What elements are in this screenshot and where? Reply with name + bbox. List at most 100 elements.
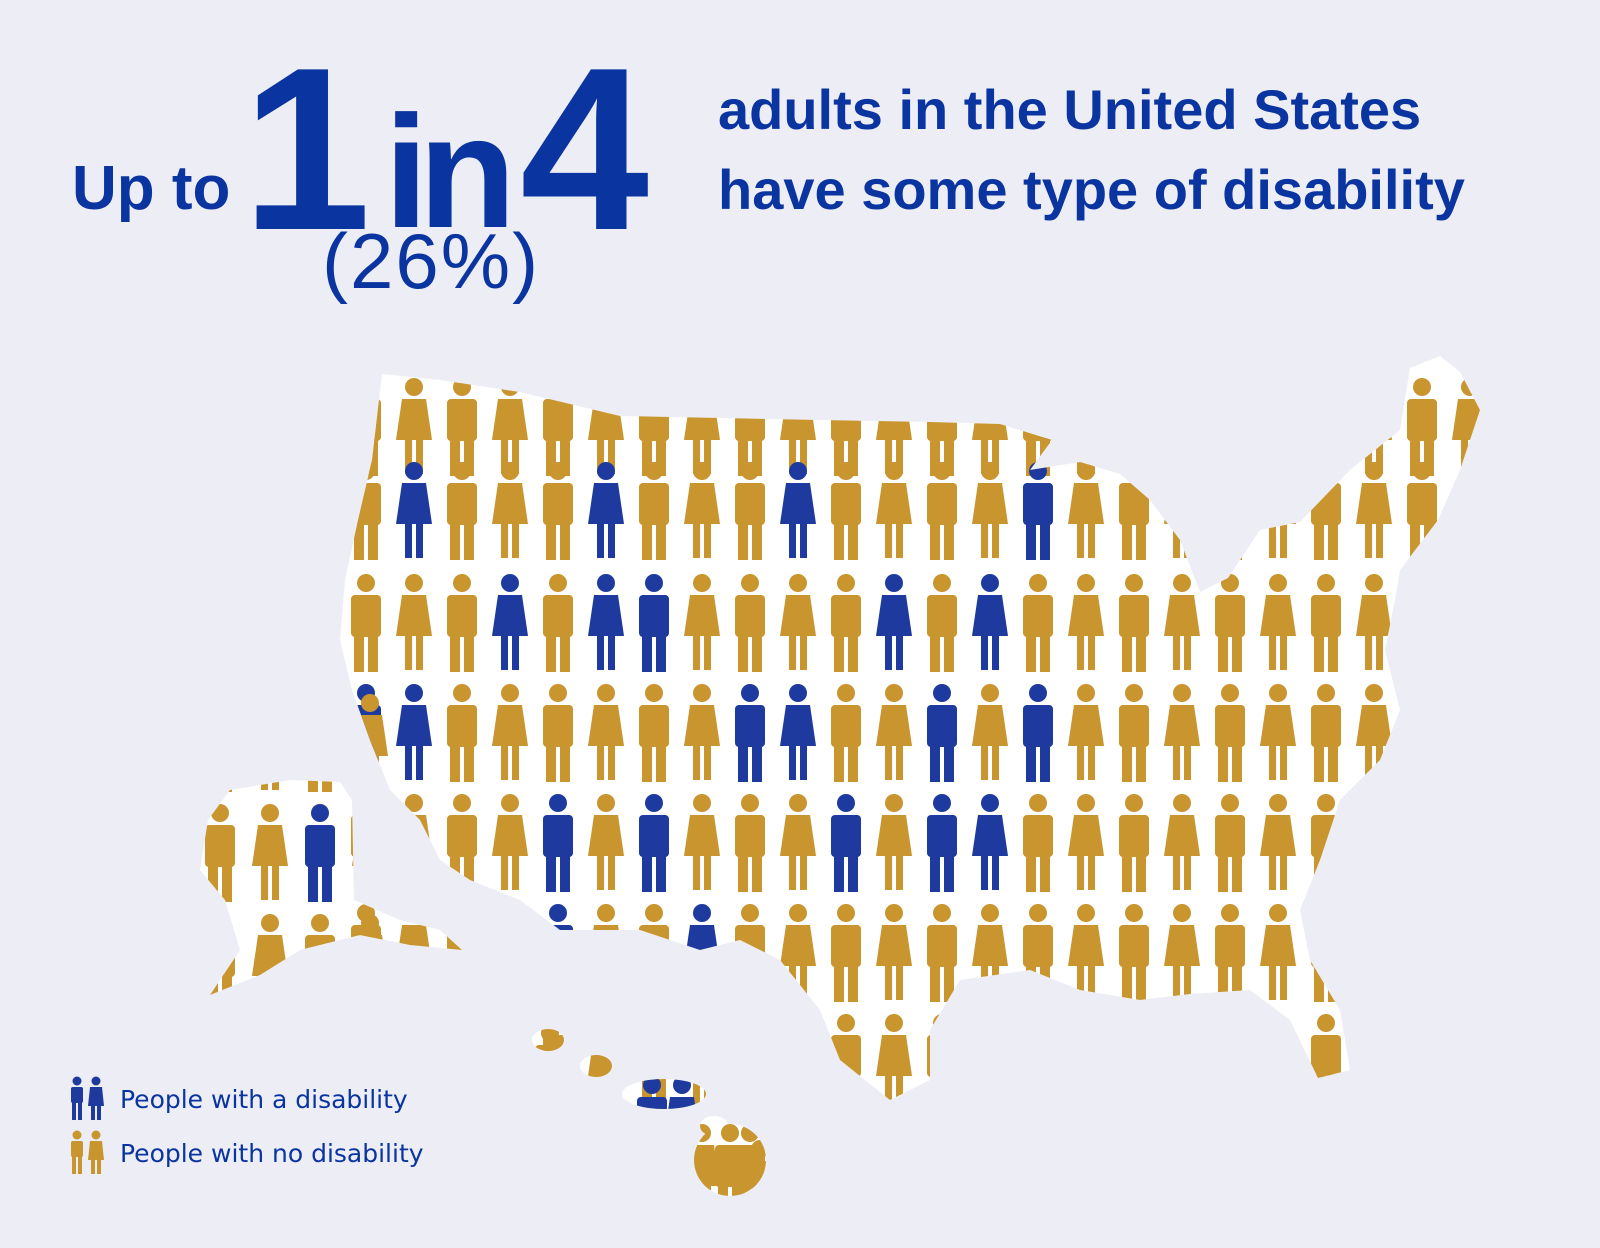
person-figure-gold — [715, 1124, 745, 1196]
person-figure-gold — [447, 574, 477, 672]
headline-numerator: 1 — [242, 20, 371, 279]
person-figure-gold — [1068, 574, 1104, 670]
person-figure-gold — [639, 684, 669, 782]
legend-item-disability: People with a disability — [68, 1076, 408, 1122]
person-figure-gold — [876, 904, 912, 1000]
person-figure-gold — [1068, 794, 1104, 890]
person-figure-blue — [972, 574, 1008, 670]
person-figure-gold — [1023, 794, 1053, 892]
person-figure-gold — [972, 462, 1008, 558]
person-figure-gold — [352, 804, 388, 900]
person-figure-gold — [1311, 684, 1341, 782]
legend-label-no-disability: People with no disability — [120, 1138, 424, 1168]
person-figure-gold — [1119, 378, 1149, 476]
person-figure-gold — [588, 1124, 624, 1196]
person-figure-gold — [1407, 1124, 1437, 1196]
person-figure-gold — [252, 804, 288, 900]
person-figure-gold — [780, 794, 816, 890]
person-figure-gold — [1068, 1014, 1104, 1110]
person-figure-gold — [831, 684, 861, 782]
person-figure-gold — [543, 1124, 573, 1196]
person-figure-blue — [588, 462, 624, 558]
person-figure-gold — [1215, 1014, 1245, 1112]
person-figure-gold — [927, 574, 957, 672]
people-with-no-disability-icon — [71, 1130, 104, 1174]
person-figure-gold — [1023, 574, 1053, 672]
person-figure-gold — [684, 684, 720, 780]
person-figure-gold — [252, 694, 288, 790]
person-figure-gold — [1260, 574, 1296, 670]
person-figure-gold — [205, 694, 235, 792]
person-figure-gold — [639, 1124, 669, 1196]
person-figure-gold — [735, 794, 765, 892]
person-figure-gold — [876, 1124, 912, 1196]
person-figure-gold — [543, 574, 573, 672]
person-figure-gold — [305, 694, 335, 792]
person-figure-blue — [639, 574, 669, 672]
person-figure-gold — [876, 794, 912, 890]
person-figure-gold — [1356, 794, 1392, 890]
person-figure-gold — [1452, 574, 1480, 670]
person-figure-gold — [543, 462, 573, 560]
person-figure-blue — [780, 684, 816, 780]
person-figure-gold — [1407, 794, 1437, 892]
person-figure-gold — [972, 1124, 1008, 1196]
person-figure-gold — [1068, 1124, 1104, 1196]
legend-label-disability: People with a disability — [120, 1084, 408, 1114]
person-figure-gold — [927, 1124, 957, 1196]
person-figure-gold — [1119, 794, 1149, 892]
person-figure-blue — [1023, 684, 1053, 782]
person-figure-gold — [1407, 574, 1437, 672]
headline-percent: (26%) — [322, 217, 541, 305]
person-figure-gold — [1311, 1124, 1341, 1196]
person-figure-gold — [1311, 574, 1341, 672]
person-figure-gold — [735, 1014, 765, 1112]
person-figure-gold — [1311, 378, 1341, 476]
person-figure-gold — [876, 462, 912, 558]
person-figure-gold — [351, 378, 381, 476]
headline-line-2: have some type of disability — [718, 158, 1465, 221]
person-figure-gold — [1260, 904, 1296, 1000]
person-figure-gold — [1164, 574, 1200, 670]
person-figure-gold — [1215, 794, 1245, 892]
person-figure-gold — [1215, 904, 1245, 1002]
person-figure-blue — [927, 684, 957, 782]
person-figure-gold — [543, 684, 573, 782]
headline-line-1: adults in the United States — [718, 78, 1422, 141]
person-figure-gold — [1356, 904, 1392, 1000]
person-figure-gold — [1119, 904, 1149, 1002]
person-figure-gold — [927, 904, 957, 1002]
person-figure-gold — [1356, 1014, 1392, 1110]
person-figure-blue — [543, 794, 573, 892]
person-figure-gold — [447, 1124, 477, 1196]
person-figure-gold — [447, 904, 477, 1002]
person-figure-gold — [1407, 378, 1437, 476]
person-figure-gold — [1164, 1124, 1200, 1196]
person-figure-gold — [1215, 1124, 1245, 1196]
person-figure-gold — [1164, 794, 1200, 890]
person-figure-gold — [1068, 904, 1104, 1000]
person-figure-gold — [1452, 684, 1480, 780]
person-figure-blue — [396, 684, 432, 780]
person-figure-gold — [1215, 462, 1245, 560]
person-figure-gold — [831, 904, 861, 1002]
person-figure-gold — [396, 904, 432, 1000]
headline: Up to 1 in 4 (26%) adults in the United … — [0, 0, 1600, 320]
person-figure-gold — [1119, 1014, 1149, 1112]
person-figure-gold — [1407, 1014, 1437, 1112]
person-figure-gold — [684, 574, 720, 670]
person-figure-gold — [1260, 378, 1296, 474]
people-with-disability-icon — [71, 1076, 104, 1120]
person-figure-gold — [780, 574, 816, 670]
person-figure-gold — [1356, 462, 1392, 558]
person-figure-blue — [876, 574, 912, 670]
person-figure-gold — [1023, 378, 1053, 476]
person-figure-gold — [735, 462, 765, 560]
person-figure-gold — [492, 1124, 528, 1196]
person-figure-gold — [492, 904, 528, 1000]
person-figure-gold — [205, 914, 235, 1012]
headline-denominator: 4 — [520, 20, 650, 279]
person-figure-gold — [447, 684, 477, 782]
person-figure-gold — [639, 462, 669, 560]
